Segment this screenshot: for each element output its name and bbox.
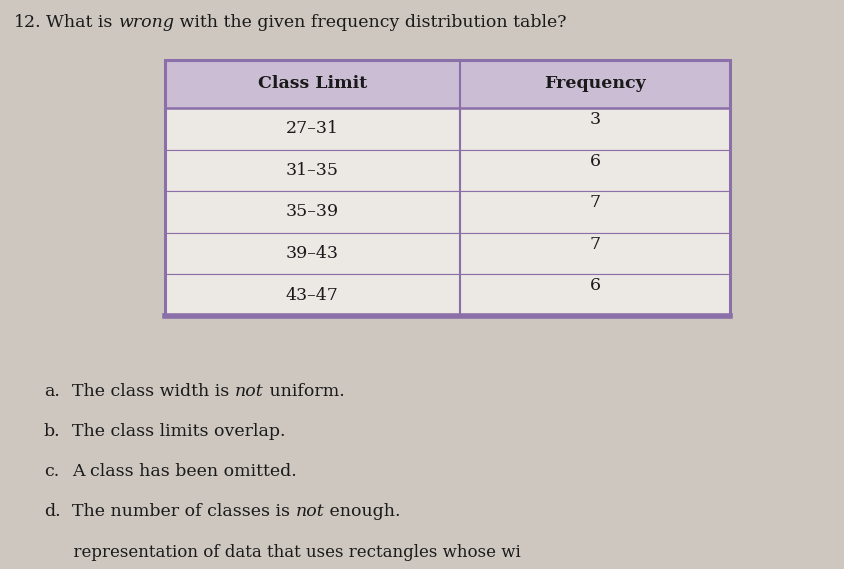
Text: not: not bbox=[235, 384, 263, 401]
Text: 43–47: 43–47 bbox=[286, 287, 338, 303]
Text: 35–39: 35–39 bbox=[286, 204, 338, 220]
Text: 31–35: 31–35 bbox=[286, 162, 338, 179]
Text: 7: 7 bbox=[589, 195, 601, 211]
Text: The class width is: The class width is bbox=[72, 384, 235, 401]
Text: 12.: 12. bbox=[14, 14, 41, 31]
Text: 6: 6 bbox=[589, 278, 601, 294]
Text: The class limits overlap.: The class limits overlap. bbox=[72, 423, 285, 440]
Text: a.: a. bbox=[44, 384, 60, 401]
Text: wrong: wrong bbox=[118, 14, 174, 31]
Text: The number of classes is: The number of classes is bbox=[72, 504, 295, 521]
Text: 27–31: 27–31 bbox=[286, 121, 338, 137]
Bar bbox=[165, 274, 730, 316]
Bar bbox=[165, 60, 730, 316]
Text: representation of data that uses rectangles whose wi: representation of data that uses rectang… bbox=[42, 544, 521, 561]
Text: uniform.: uniform. bbox=[263, 384, 344, 401]
Bar bbox=[165, 60, 730, 108]
Text: b.: b. bbox=[44, 423, 61, 440]
Text: c.: c. bbox=[44, 464, 59, 480]
Text: What is: What is bbox=[46, 14, 118, 31]
Text: 3: 3 bbox=[589, 112, 601, 128]
Text: not: not bbox=[295, 504, 324, 521]
Text: Frequency: Frequency bbox=[544, 76, 646, 92]
Text: 39–43: 39–43 bbox=[286, 245, 338, 262]
Bar bbox=[165, 108, 730, 150]
Bar bbox=[165, 233, 730, 274]
Text: Class Limit: Class Limit bbox=[257, 76, 367, 92]
Text: 6: 6 bbox=[589, 153, 601, 170]
Text: d.: d. bbox=[44, 504, 61, 521]
Text: 7: 7 bbox=[589, 236, 601, 253]
Bar bbox=[165, 150, 730, 191]
Bar bbox=[165, 191, 730, 233]
Text: enough.: enough. bbox=[324, 504, 401, 521]
Text: A class has been omitted.: A class has been omitted. bbox=[72, 464, 297, 480]
Text: with the given frequency distribution table?: with the given frequency distribution ta… bbox=[174, 14, 566, 31]
